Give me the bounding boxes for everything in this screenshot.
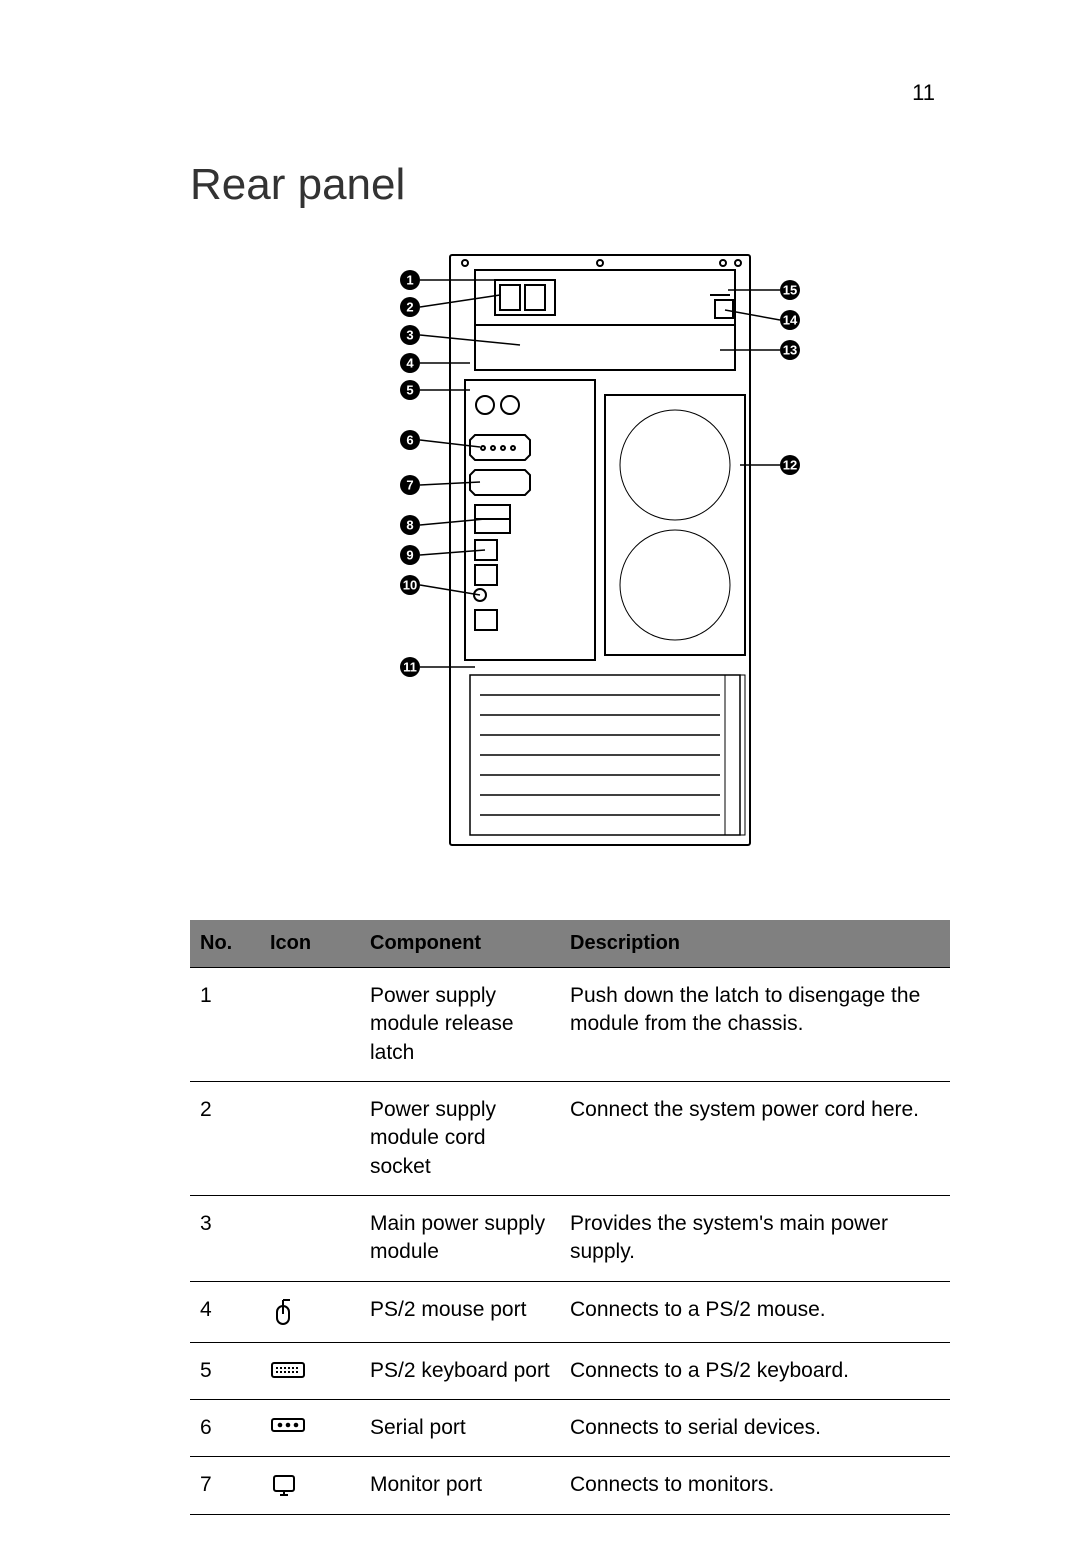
- svg-text:3: 3: [406, 328, 413, 343]
- svg-text:2: 2: [406, 300, 413, 315]
- cell-no: 5: [190, 1342, 260, 1399]
- keyboard-icon: [270, 1359, 306, 1382]
- th-icon: Icon: [260, 920, 360, 968]
- th-no: No.: [190, 920, 260, 968]
- cell-no: 1: [190, 968, 260, 1082]
- cell-component: PS/2 mouse port: [360, 1281, 560, 1342]
- table-row: 3 Main power supply moduleProvides the sy…: [190, 1196, 950, 1282]
- cell-description: Provides the system's main power supply.: [560, 1196, 950, 1282]
- cell-icon: [260, 1342, 360, 1399]
- svg-text:13: 13: [783, 343, 797, 358]
- cell-description: Connects to a PS/2 mouse.: [560, 1281, 950, 1342]
- svg-text:8: 8: [406, 518, 413, 533]
- svg-text:6: 6: [406, 433, 413, 448]
- cell-icon: [260, 1196, 360, 1282]
- page-number: 11: [912, 80, 935, 106]
- cell-icon: [260, 1281, 360, 1342]
- cell-description: Connects to serial devices.: [560, 1400, 950, 1457]
- svg-text:9: 9: [406, 548, 413, 563]
- svg-text:10: 10: [403, 578, 417, 593]
- svg-text:1: 1: [406, 273, 413, 288]
- table-row: 1 Power supply module release latchPush d…: [190, 968, 950, 1082]
- cell-no: 3: [190, 1196, 260, 1282]
- svg-text:14: 14: [783, 313, 798, 328]
- table-row: 4 PS/2 mouse portConnects to a PS/2 mouse…: [190, 1281, 950, 1342]
- serial-icon: [270, 1416, 306, 1439]
- svg-text:15: 15: [783, 283, 797, 298]
- mouse-icon: [270, 1298, 296, 1321]
- cell-no: 2: [190, 1082, 260, 1196]
- cell-description: Connects to monitors.: [560, 1457, 950, 1514]
- cell-icon: [260, 1400, 360, 1457]
- page-title: Rear panel: [190, 160, 405, 210]
- cell-component: Power supply module release latch: [360, 968, 560, 1082]
- component-table: No. Icon Component Description 1 Power su…: [190, 920, 950, 1515]
- cell-component: Monitor port: [360, 1457, 560, 1514]
- cell-no: 4: [190, 1281, 260, 1342]
- cell-component: Power supply module cord socket: [360, 1082, 560, 1196]
- cell-component: Main power supply module: [360, 1196, 560, 1282]
- rear-panel-diagram: 123456789101115141312: [300, 230, 900, 870]
- cell-no: 7: [190, 1457, 260, 1514]
- svg-text:11: 11: [403, 660, 417, 675]
- cell-description: Connects to a PS/2 keyboard.: [560, 1342, 950, 1399]
- svg-text:7: 7: [406, 478, 413, 493]
- cell-icon: [260, 1082, 360, 1196]
- cell-icon: [260, 968, 360, 1082]
- monitor-icon: [270, 1473, 298, 1496]
- th-component: Component: [360, 920, 560, 968]
- cell-description: Push down the latch to disengage the mod…: [560, 968, 950, 1082]
- cell-no: 6: [190, 1400, 260, 1457]
- diagram-svg: 123456789101115141312: [320, 235, 880, 865]
- th-description: Description: [560, 920, 950, 968]
- cell-component: Serial port: [360, 1400, 560, 1457]
- svg-text:5: 5: [406, 383, 413, 398]
- cell-icon: [260, 1457, 360, 1514]
- table-row: 7 Monitor portConnects to monitors.: [190, 1457, 950, 1514]
- svg-text:12: 12: [783, 458, 797, 473]
- table-row: 6 Serial portConnects to serial devices.: [190, 1400, 950, 1457]
- svg-text:4: 4: [406, 356, 414, 371]
- table-row: 5 PS/2 keyboard portConnects to a PS/2 ke…: [190, 1342, 950, 1399]
- cell-component: PS/2 keyboard port: [360, 1342, 560, 1399]
- cell-description: Connect the system power cord here.: [560, 1082, 950, 1196]
- table-row: 2 Power supply module cord socketConnect …: [190, 1082, 950, 1196]
